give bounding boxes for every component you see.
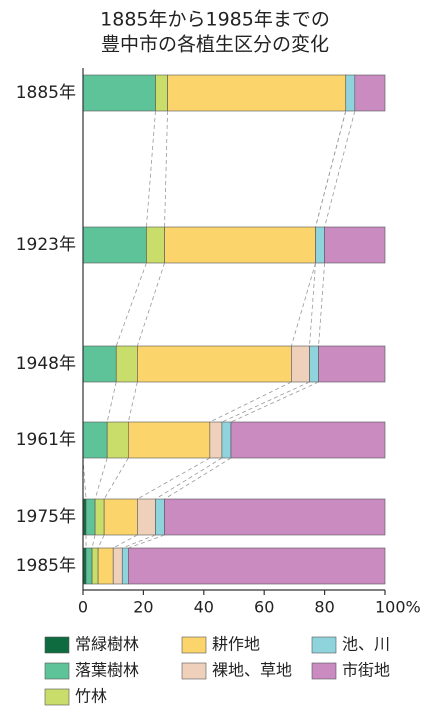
connector bbox=[164, 110, 168, 228]
connector bbox=[97, 534, 105, 549]
y-category-label: 1923年 bbox=[16, 235, 76, 255]
legend-label: 市街地 bbox=[342, 661, 390, 680]
connector bbox=[106, 381, 117, 423]
x-tick-label: 80 bbox=[314, 598, 334, 617]
connector bbox=[164, 457, 232, 500]
x-tick-label: 40 bbox=[194, 598, 214, 617]
connector bbox=[318, 262, 325, 347]
bar-segment bbox=[324, 226, 386, 264]
connector bbox=[209, 381, 292, 423]
legend-swatch bbox=[181, 636, 207, 654]
bar-segment bbox=[354, 74, 386, 112]
connector bbox=[155, 457, 223, 500]
connector bbox=[315, 110, 347, 228]
bar-segment bbox=[146, 226, 165, 264]
connector bbox=[221, 381, 310, 423]
x-tick-label: 20 bbox=[133, 598, 153, 617]
bar-segment bbox=[82, 226, 147, 264]
bar-segment bbox=[128, 547, 386, 585]
bar-segment bbox=[85, 547, 93, 585]
legend-swatch bbox=[311, 662, 337, 680]
connector bbox=[230, 381, 319, 423]
connector bbox=[91, 534, 96, 549]
bar-segment bbox=[97, 547, 114, 585]
bar-segment bbox=[318, 345, 386, 383]
legend-swatch bbox=[44, 662, 70, 680]
chart-title: 1885年から1985年までの bbox=[100, 9, 330, 31]
legend-swatch bbox=[44, 636, 70, 654]
x-tick-label: 100% bbox=[375, 598, 421, 617]
bar-segment bbox=[309, 345, 319, 383]
legend-label: 常緑樹林 bbox=[75, 635, 139, 654]
bar-segment bbox=[128, 421, 211, 459]
connector bbox=[127, 381, 138, 423]
y-category-label: 1961年 bbox=[16, 430, 76, 450]
connector bbox=[137, 457, 211, 500]
legend-swatch bbox=[181, 662, 207, 680]
bar-segment bbox=[103, 498, 138, 536]
bar-segment bbox=[209, 421, 223, 459]
y-category-label: 1985年 bbox=[16, 556, 76, 576]
connector bbox=[309, 262, 316, 347]
legend-label: 耕作地 bbox=[212, 635, 260, 654]
legend-label: 裸地、草地 bbox=[212, 661, 292, 680]
connector bbox=[103, 457, 129, 500]
connector bbox=[115, 262, 147, 347]
legend-label: 落葉樹林 bbox=[75, 661, 139, 680]
connector bbox=[128, 534, 165, 549]
bar-segment bbox=[85, 498, 96, 536]
connector bbox=[324, 110, 356, 228]
bar-segment bbox=[115, 345, 138, 383]
connector bbox=[94, 457, 108, 500]
bar-segment bbox=[137, 345, 292, 383]
y-category-label: 1975年 bbox=[16, 507, 76, 527]
legend-swatch bbox=[44, 688, 70, 706]
bar-segment bbox=[137, 498, 156, 536]
bar-segment bbox=[82, 74, 156, 112]
bar-segment bbox=[155, 74, 168, 112]
connector bbox=[113, 534, 138, 549]
x-tick-label: 0 bbox=[78, 598, 88, 617]
connector bbox=[136, 262, 165, 347]
bar-segment bbox=[315, 226, 325, 264]
legend-label: 池、川 bbox=[342, 635, 390, 654]
bar-segment bbox=[91, 547, 99, 585]
bar-segment bbox=[155, 498, 165, 536]
bar-segment bbox=[121, 547, 129, 585]
bar-segment bbox=[221, 421, 232, 459]
y-category-label: 1885年 bbox=[16, 83, 76, 103]
chart-title: 豊中市の各植生区分の変化 bbox=[101, 34, 329, 56]
connector bbox=[146, 110, 156, 228]
bar-segment bbox=[230, 421, 386, 459]
bar-segment bbox=[106, 421, 129, 459]
bar-segment bbox=[164, 498, 386, 536]
bar-segment bbox=[345, 74, 356, 112]
bar-segment bbox=[291, 345, 310, 383]
x-tick-label: 60 bbox=[254, 598, 274, 617]
bar-segment bbox=[94, 498, 105, 536]
bar-segment bbox=[164, 226, 316, 264]
y-category-label: 1948年 bbox=[16, 354, 76, 374]
connector bbox=[122, 534, 156, 549]
bar-segment bbox=[82, 345, 117, 383]
legend-label: 竹林 bbox=[75, 687, 107, 706]
connector bbox=[290, 262, 316, 347]
bar-segment bbox=[82, 421, 108, 459]
bar-segment bbox=[167, 74, 347, 112]
bar-segment bbox=[112, 547, 123, 585]
legend-swatch bbox=[311, 636, 337, 654]
